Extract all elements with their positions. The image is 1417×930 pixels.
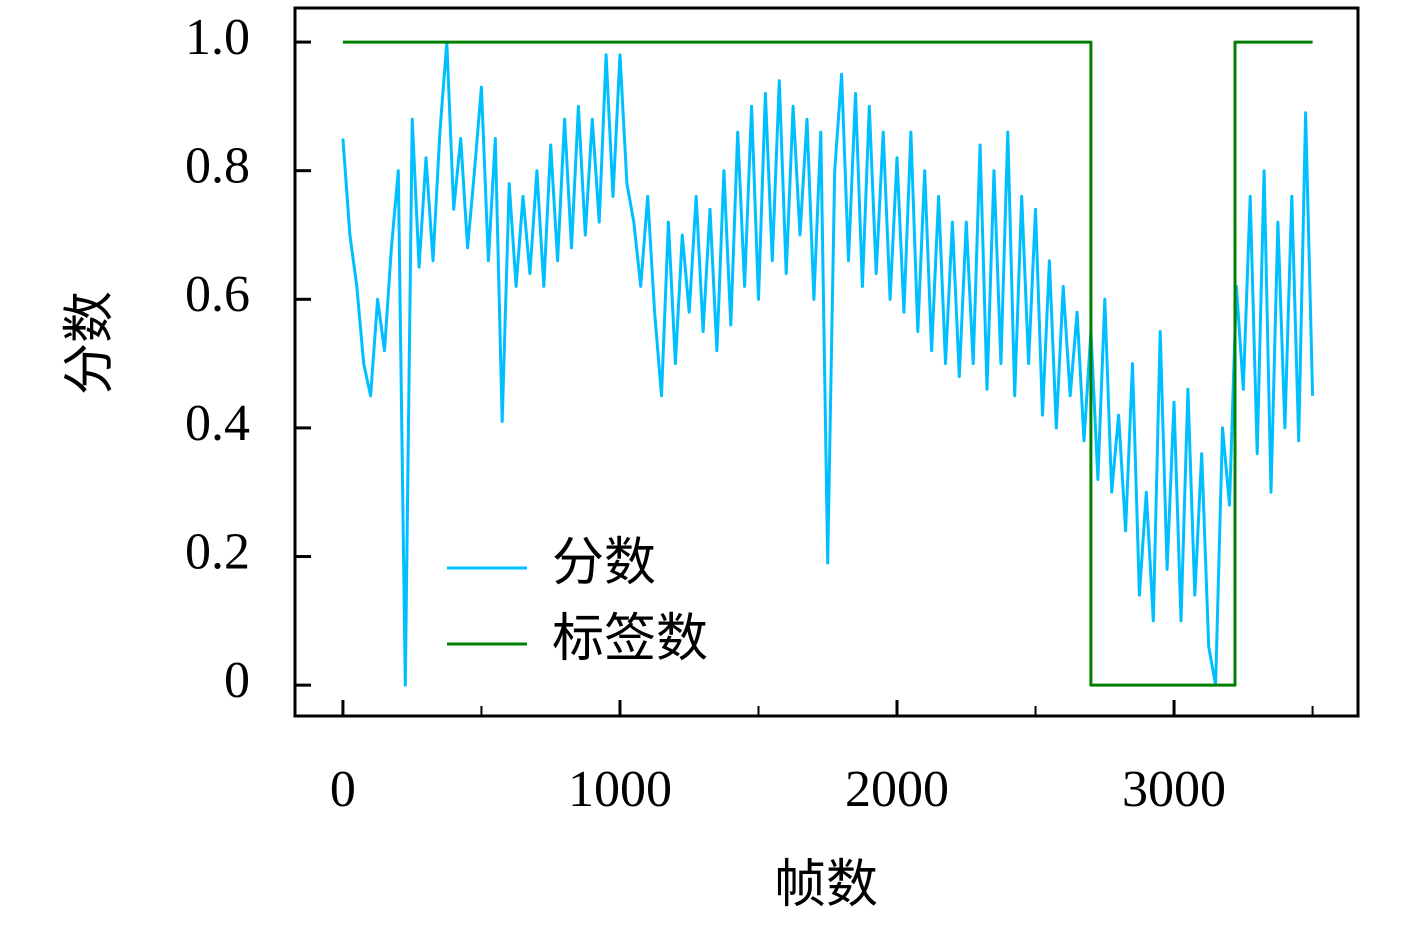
- y-tick-label: 1.0: [185, 9, 250, 66]
- x-axis-label: 帧数: [774, 857, 878, 914]
- x-tick-label: 1000: [568, 761, 672, 818]
- line-series: [342, 40, 1313, 687]
- y-axis-label: 分数: [62, 291, 119, 395]
- plot-frame: [293, 6, 1360, 718]
- x-tick-label: 2000: [845, 761, 949, 818]
- y-tick-label: 0.8: [185, 138, 250, 195]
- y-tick-label: 0.2: [185, 523, 250, 580]
- x-tick-label: 3000: [1122, 761, 1226, 818]
- legend-label: 分数: [552, 535, 656, 592]
- line-series: [341, 40, 1315, 687]
- legend-label: 标签数: [552, 611, 708, 668]
- y-tick-label: 0.6: [185, 266, 250, 323]
- x-tick-label: 0: [330, 761, 356, 818]
- y-tick-label: 0.4: [185, 395, 250, 452]
- y-tick-label: 0: [224, 652, 250, 709]
